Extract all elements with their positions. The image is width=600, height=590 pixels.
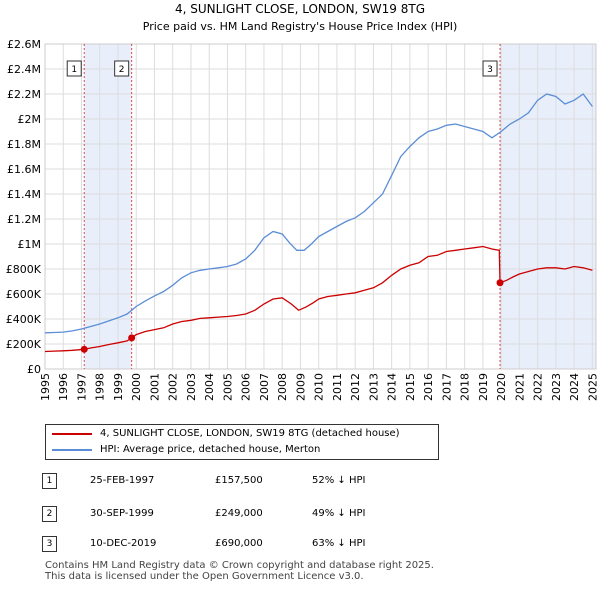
y-tick-label: £1.2M [7, 213, 41, 226]
x-tick-label: 2018 [459, 373, 472, 401]
sale-marker-label: 3 [487, 65, 493, 75]
x-tick-label: 1999 [112, 373, 125, 401]
sale-marker-box [482, 60, 498, 77]
footer-line-2: This data is licensed under the Open Gov… [45, 571, 364, 582]
hpi-line [44, 93, 593, 334]
x-tick-label: 2007 [258, 373, 271, 401]
sale-point [128, 334, 136, 342]
plot-border [44, 43, 597, 370]
y-tick-label: £2.4M [7, 63, 41, 76]
x-tick-label: 2022 [532, 373, 545, 401]
sale-date: 30-SEP-1999 [90, 508, 154, 519]
price-chart: 4, SUNLIGHT CLOSE, LONDON, SW19 8TG Pric… [6, 2, 600, 401]
x-tick-label: 2005 [221, 373, 234, 401]
sale-price: £157,500 [215, 475, 263, 486]
sale-marker: 2 [42, 506, 57, 522]
x-tick-label: 1997 [75, 373, 88, 401]
y-tick-label: £2M [18, 113, 42, 126]
sale-point [80, 345, 88, 353]
x-tick-label: 2001 [148, 373, 161, 401]
shaded-range [500, 44, 596, 369]
sale-price: £690,000 [215, 538, 263, 549]
x-tick-label: 2013 [367, 373, 380, 401]
x-tick-label: 2020 [495, 373, 508, 401]
sale-marker-box [114, 60, 130, 77]
chart-title: 4, SUNLIGHT CLOSE, LONDON, SW19 8TG [175, 2, 425, 16]
x-tick-label: 2017 [440, 373, 453, 401]
x-tick-label: 2023 [550, 373, 563, 401]
x-tick-label: 2024 [568, 373, 581, 401]
x-tick-label: 2025 [586, 373, 599, 401]
sale-hpi-diff: 52% ↓ HPI [312, 475, 366, 486]
y-tick-label: £0 [27, 363, 41, 376]
x-tick-label: 2021 [513, 373, 526, 401]
y-tick-label: £1.6M [7, 163, 41, 176]
legend-label-property: 4, SUNLIGHT CLOSE, LONDON, SW19 8TG (det… [100, 428, 400, 439]
y-tick-label: £1.4M [7, 188, 41, 201]
footer-line-1: Contains HM Land Registry data © Crown c… [45, 560, 434, 571]
y-tick-label: £800K [6, 263, 42, 276]
x-tick-label: 2010 [313, 373, 326, 401]
sale-point [496, 279, 504, 287]
sale-row: 1 25-FEB-1997 £157,500 52% ↓ HPI [0, 472, 600, 492]
y-tick-label: £1M [18, 238, 42, 251]
sale-hpi-diff: 49% ↓ HPI [312, 508, 366, 519]
x-tick-label: 2002 [167, 373, 180, 401]
footer-attribution: Contains HM Land Registry data © Crown c… [45, 560, 434, 582]
legend: 4, SUNLIGHT CLOSE, LONDON, SW19 8TG (det… [45, 424, 439, 460]
x-tick-label: 2003 [185, 373, 198, 401]
x-tick-label: 2014 [386, 373, 399, 401]
y-tick-label: £2.6M [7, 38, 41, 51]
x-tick-label: 2000 [130, 373, 143, 401]
y-tick-label: £200K [6, 338, 42, 351]
x-tick-label: 2019 [477, 373, 490, 401]
x-tick-label: 2015 [404, 373, 417, 401]
legend-label-hpi: HPI: Average price, detached house, Mert… [100, 444, 321, 455]
sale-date: 10-DEC-2019 [90, 538, 157, 549]
x-tick-label: 1995 [39, 373, 52, 401]
y-tick-label: £600K [6, 288, 42, 301]
sale-row: 3 10-DEC-2019 £690,000 63% ↓ HPI [0, 535, 600, 555]
sale-marker: 1 [42, 473, 57, 489]
sale-row: 2 30-SEP-1999 £249,000 49% ↓ HPI [0, 505, 600, 525]
sale-date: 25-FEB-1997 [90, 475, 155, 486]
sale-marker-label: 2 [119, 65, 125, 75]
x-tick-label: 2011 [331, 373, 344, 401]
sale-marker-box [66, 60, 82, 77]
shaded-range [84, 44, 132, 369]
x-tick-label: 1998 [94, 373, 107, 401]
x-tick-label: 2008 [276, 373, 289, 401]
y-tick-label: £400K [6, 313, 42, 326]
x-tick-label: 2004 [203, 373, 216, 401]
x-tick-label: 2016 [422, 373, 435, 401]
y-tick-label: £1.8M [7, 138, 41, 151]
y-tick-label: £2.2M [7, 88, 41, 101]
sale-price: £249,000 [215, 508, 263, 519]
x-tick-label: 2012 [349, 373, 362, 401]
sale-hpi-diff: 63% ↓ HPI [312, 538, 366, 549]
sale-marker: 3 [42, 536, 57, 552]
legend-swatch-property [52, 433, 92, 435]
x-tick-label: 1996 [57, 373, 70, 401]
legend-swatch-hpi [52, 449, 92, 451]
chart-subtitle: Price paid vs. HM Land Registry's House … [143, 20, 458, 33]
x-tick-label: 2006 [240, 373, 253, 401]
sale-marker-label: 1 [71, 65, 77, 75]
x-tick-label: 2009 [294, 373, 307, 401]
